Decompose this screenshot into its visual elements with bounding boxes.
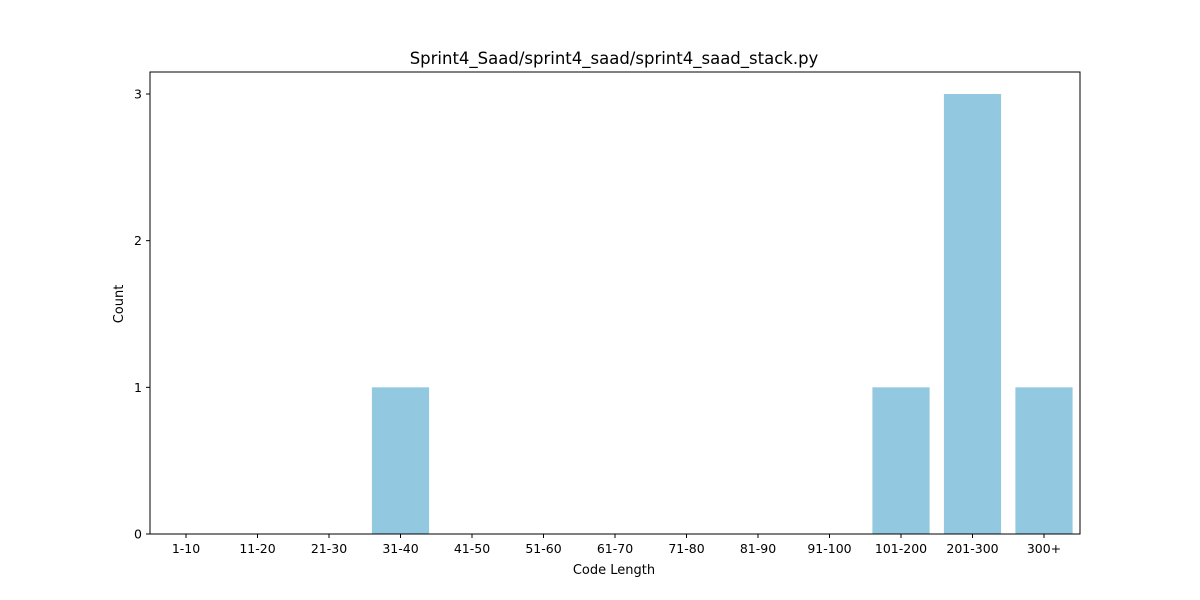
x-tick-label: 31-40 [382,541,418,556]
bar-101-200 [872,387,930,534]
chart-title: Sprint4_Saad/sprint4_saad/sprint4_saad_s… [410,49,819,69]
x-tick-label: 41-50 [454,541,490,556]
x-axis-ticks: 1-10 11-20 21-30 31-40 41-50 51-60 61-70 71-80 8… [172,534,1061,556]
bar-300+ [1015,387,1073,534]
x-tick-label: 51-60 [525,541,561,556]
bar-201-300 [943,94,1002,534]
x-tick-label: 201-300 [946,541,998,556]
y-axis-label: Count [112,285,127,324]
x-axis-label: Code Length [573,563,655,578]
x-tick-label: 300+ [1027,541,1061,556]
plot-area-frame [149,71,1081,535]
y-tick-label: 0 [134,527,142,542]
x-tick-label: 91-100 [807,541,851,556]
x-tick-label: 81-90 [740,541,776,556]
x-tick-label: 1-10 [172,541,200,556]
x-tick-label: 61-70 [597,541,633,556]
bar-31-40 [371,387,430,534]
x-tick-label: 21-30 [311,541,347,556]
x-tick-label: 11-20 [239,541,275,556]
x-tick-label: 101-200 [875,541,927,556]
bars-layer [371,94,1073,534]
y-axis-ticks: 0 1 2 3 [134,87,150,542]
y-tick-label: 1 [134,380,142,395]
y-tick-label: 3 [134,87,142,102]
y-tick-label: 2 [134,233,142,248]
x-tick-label: 71-80 [668,541,704,556]
